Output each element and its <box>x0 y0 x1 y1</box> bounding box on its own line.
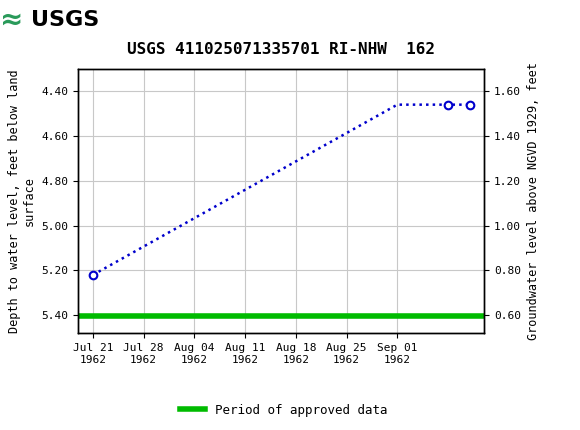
FancyBboxPatch shape <box>4 2 114 38</box>
Text: ≈: ≈ <box>1 6 24 34</box>
Text: USGS 411025071335701 RI-NHW  162: USGS 411025071335701 RI-NHW 162 <box>127 42 436 57</box>
Text: USGS: USGS <box>31 10 99 30</box>
Legend: Period of approved data: Period of approved data <box>175 399 393 421</box>
Y-axis label: Depth to water level, feet below land
surface: Depth to water level, feet below land su… <box>8 69 36 333</box>
Y-axis label: Groundwater level above NGVD 1929, feet: Groundwater level above NGVD 1929, feet <box>527 62 539 340</box>
